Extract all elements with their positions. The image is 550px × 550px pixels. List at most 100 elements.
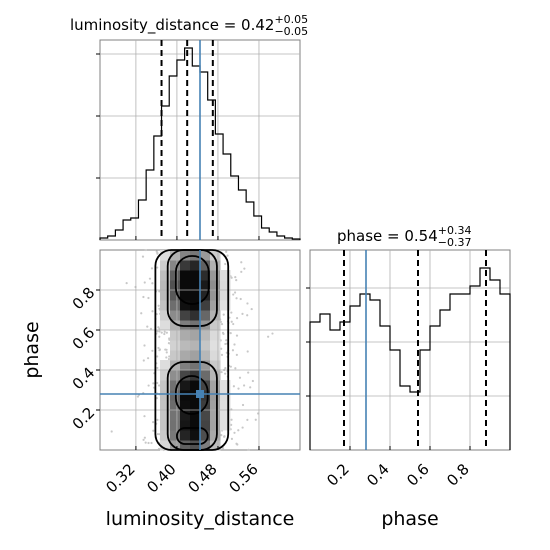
scatter-point — [152, 382, 155, 385]
scatter-point — [151, 349, 154, 352]
scatter-point — [230, 418, 233, 421]
density-cell — [200, 370, 211, 381]
scatter-point — [125, 282, 128, 285]
y-tick-label: 0.6 — [69, 324, 99, 354]
title-main: phase = 0.54 — [337, 227, 438, 245]
x-tick-label: 0.4 — [363, 460, 393, 490]
tick-marks — [96, 53, 260, 240]
density-cell — [170, 400, 181, 411]
density-cell — [180, 400, 191, 411]
density-cell — [210, 420, 221, 431]
density-cell — [160, 250, 171, 261]
density-cell — [220, 390, 231, 401]
density-cell — [180, 310, 191, 321]
scatter-point — [142, 295, 145, 299]
y-tick-label: 0.4 — [69, 364, 99, 394]
scatter-point — [140, 312, 143, 315]
density-cell — [160, 390, 171, 401]
scatter-point — [147, 384, 150, 387]
scatter-point — [141, 255, 145, 258]
y-tick-label: 0.8 — [69, 284, 99, 314]
density-cell — [190, 290, 201, 301]
scatter-point — [165, 331, 168, 334]
scatter-point — [158, 307, 161, 310]
density-cell — [200, 440, 211, 451]
density-cell — [190, 370, 201, 381]
density-cell — [180, 380, 191, 391]
density-cell — [170, 260, 181, 271]
density-cell — [200, 380, 211, 391]
scatter-point — [144, 248, 147, 252]
density-cell — [180, 360, 191, 371]
scatter-point — [229, 365, 232, 368]
scatter-point — [231, 349, 235, 352]
contour-outer — [154, 249, 230, 451]
tick-marks — [96, 289, 260, 450]
density-cell — [190, 260, 201, 271]
density-cell — [200, 290, 211, 301]
scatter-point — [156, 252, 159, 255]
density-cell — [210, 440, 221, 451]
scatter-point — [149, 327, 153, 330]
density-cell — [190, 250, 201, 261]
scatter-point — [226, 254, 229, 257]
scatter-point — [146, 357, 150, 360]
scatter-point — [246, 418, 249, 421]
density-cell — [200, 360, 211, 371]
scatter-point — [155, 250, 158, 253]
scatter-point — [240, 270, 243, 273]
scatter-point — [232, 293, 235, 296]
density-cell — [180, 420, 191, 431]
density-cell — [170, 350, 181, 361]
density-cell — [200, 310, 211, 321]
scatter-point — [220, 323, 224, 326]
contour-inner — [174, 375, 209, 415]
scatter-point — [163, 330, 166, 333]
scatter-point — [167, 342, 171, 345]
density-cell — [170, 340, 181, 351]
density-cell — [200, 410, 211, 421]
density-cell — [190, 440, 201, 451]
density-cell — [160, 310, 171, 321]
histogram-step — [309, 267, 511, 450]
truth-marker — [196, 390, 204, 398]
density-cell — [170, 310, 181, 321]
density-cell — [190, 410, 201, 421]
tick-marks — [306, 287, 471, 450]
scatter-point — [230, 437, 234, 441]
scatter-point — [165, 356, 168, 359]
scatter-point — [156, 330, 159, 333]
scatter-point — [220, 370, 223, 374]
density-cell — [180, 270, 191, 281]
scatter-point — [168, 338, 171, 341]
density-cell — [160, 400, 171, 411]
scatter-point — [251, 379, 254, 383]
density-cell — [190, 380, 201, 391]
density-cell — [170, 320, 181, 331]
density-cell — [190, 340, 201, 351]
scatter-point — [147, 441, 150, 445]
title-sub: −0.05 — [274, 25, 308, 38]
scatter-point — [148, 277, 152, 280]
scatter-point — [156, 366, 159, 370]
scatter-point — [151, 282, 154, 285]
density-cell — [210, 390, 221, 401]
density-cell — [220, 300, 231, 311]
density-cell — [220, 290, 231, 301]
density-cell — [210, 290, 221, 301]
density-cell — [200, 300, 211, 311]
scatter-point — [232, 385, 235, 388]
scatter-point — [163, 332, 166, 336]
density-cell — [160, 440, 171, 451]
scatter-point — [237, 387, 240, 390]
quantile-lines — [343, 250, 487, 450]
density-cell — [210, 340, 221, 351]
density-cell — [180, 440, 191, 451]
scatter-point — [247, 371, 250, 374]
density-cell — [180, 370, 191, 381]
scatter-point — [235, 334, 239, 337]
density-cell — [210, 430, 221, 441]
density-cell — [210, 360, 221, 371]
scatter-point — [238, 376, 242, 379]
